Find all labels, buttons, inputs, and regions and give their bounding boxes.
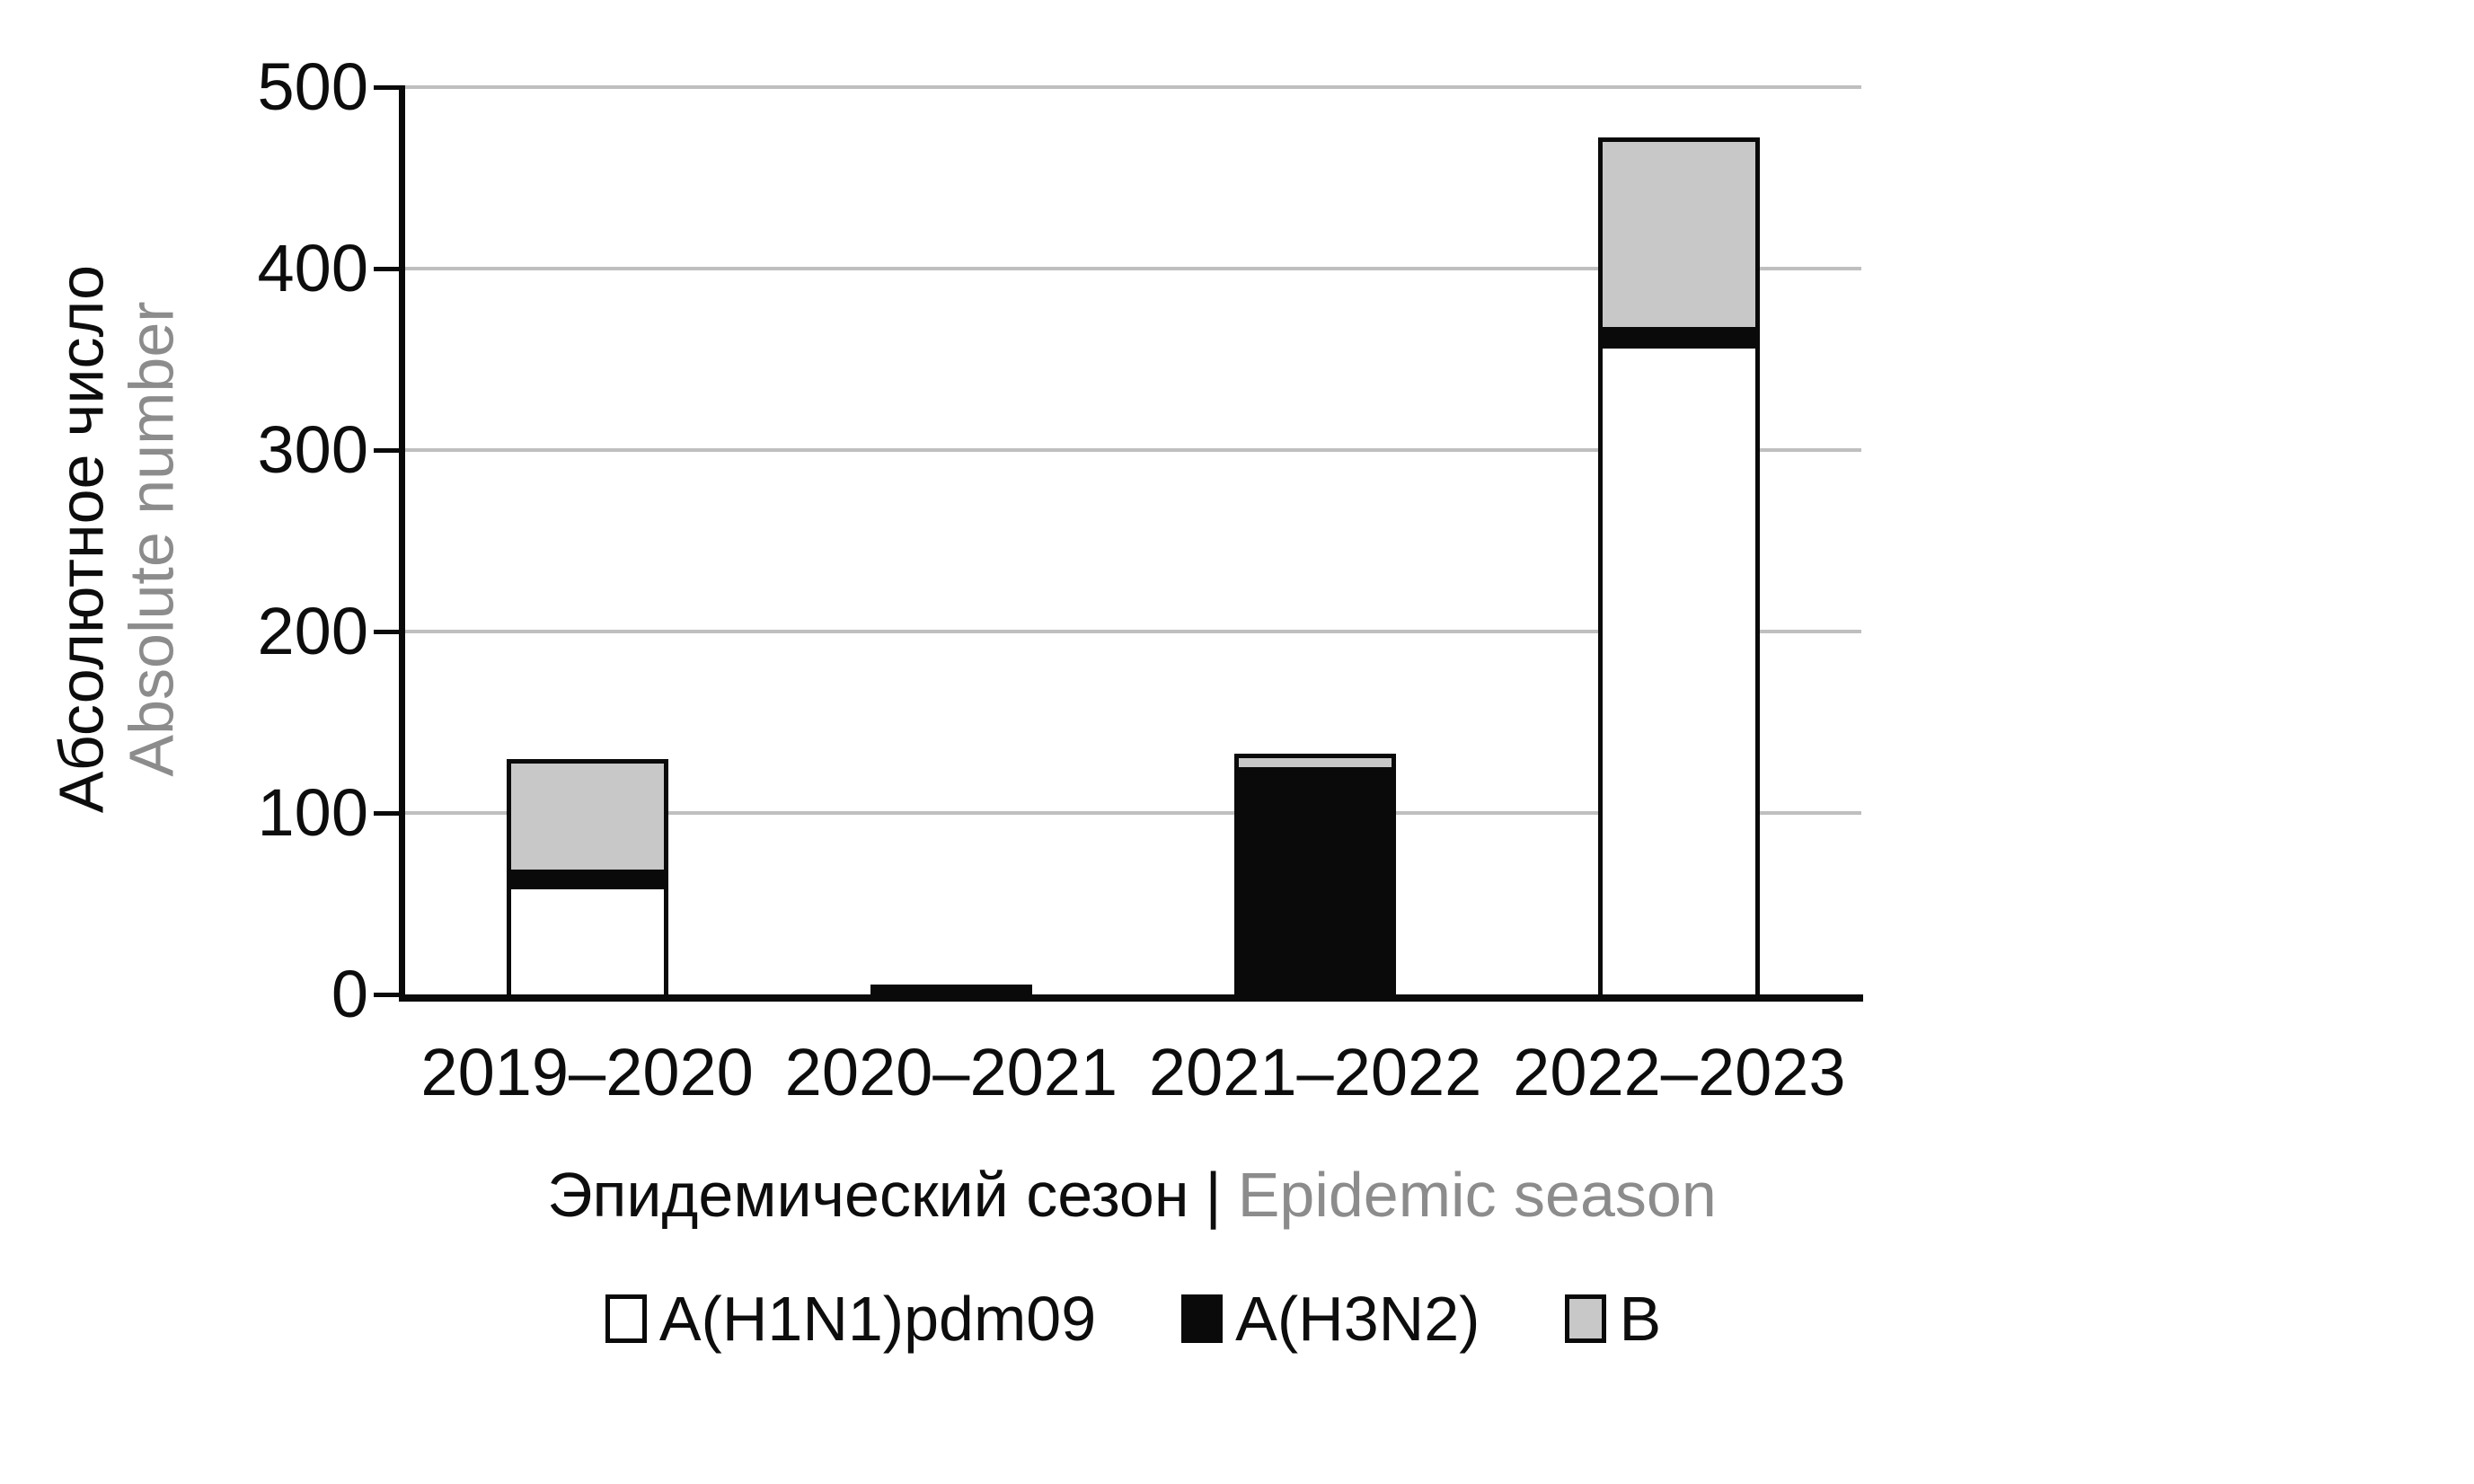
bar-segment-A(H3N2) bbox=[510, 869, 664, 889]
legend-label: B bbox=[1619, 1284, 1662, 1354]
x-category-label-2021–2022: 2021–2022 bbox=[1148, 1035, 1482, 1109]
legend-item-A(H1N1)pdm09: A(H1N1)pdm09 bbox=[605, 1283, 1096, 1355]
bar-segment-A(H3N2) bbox=[1239, 767, 1392, 994]
bar-2022–2023 bbox=[1598, 137, 1761, 999]
legend-swatch-A(H1N1)pdm09 bbox=[605, 1294, 647, 1343]
x-category-label-2019–2020: 2019–2020 bbox=[420, 1035, 754, 1109]
bar-segment-A(H1N1)pdm09 bbox=[510, 888, 664, 994]
bar-2020–2021 bbox=[870, 984, 1032, 999]
gridline-200 bbox=[405, 630, 1861, 633]
y-tick-mark-300 bbox=[374, 448, 404, 453]
gridline-500 bbox=[405, 85, 1861, 89]
x-axis-title-separator: | bbox=[1205, 1160, 1222, 1230]
bar-segment-B bbox=[510, 764, 664, 870]
gridline-400 bbox=[405, 267, 1861, 270]
x-category-label-2022–2023: 2022–2023 bbox=[1513, 1035, 1846, 1109]
x-axis-title: Эпидемический сезон | Epidemic season bbox=[547, 1159, 1717, 1231]
x-axis-title-ru: Эпидемический сезон bbox=[547, 1160, 1189, 1230]
y-tick-label-500: 500 bbox=[257, 49, 368, 124]
y-tick-label-400: 400 bbox=[257, 231, 368, 305]
bar-segment-A(H3N2) bbox=[874, 988, 1028, 994]
legend-swatch-A(H3N2) bbox=[1181, 1294, 1224, 1343]
bar-segment-B bbox=[1603, 141, 1756, 327]
y-tick-label-0: 0 bbox=[331, 957, 368, 1031]
y-tick-label-200: 200 bbox=[257, 594, 368, 668]
legend-label: A(H1N1)pdm09 bbox=[658, 1284, 1097, 1354]
bar-2021–2022 bbox=[1234, 754, 1397, 999]
bar-2019–2020 bbox=[506, 759, 668, 999]
bar-segment-B bbox=[1239, 758, 1392, 768]
legend-label: A(H3N2) bbox=[1235, 1284, 1480, 1354]
y-tick-mark-400 bbox=[374, 267, 404, 271]
y-axis-line bbox=[399, 85, 405, 1002]
y-axis-title-ru: Абсолютное число bbox=[46, 264, 117, 814]
legend-item-A(H3N2): A(H3N2) bbox=[1181, 1283, 1480, 1355]
x-category-label-2020–2021: 2020–2021 bbox=[784, 1035, 1118, 1109]
gridline-100 bbox=[405, 811, 1861, 815]
y-tick-label-100: 100 bbox=[257, 775, 368, 850]
y-axis-title-en: Absolute number bbox=[117, 301, 187, 777]
x-axis-line bbox=[399, 994, 1863, 1002]
y-tick-mark-500 bbox=[374, 85, 404, 90]
y-tick-label-300: 300 bbox=[257, 412, 368, 487]
y-axis-title: Абсолютное число Absolute number bbox=[47, 265, 188, 813]
y-tick-mark-200 bbox=[374, 630, 404, 634]
bar-segment-A(H3N2) bbox=[1603, 326, 1756, 349]
y-tick-mark-100 bbox=[374, 811, 404, 816]
gridline-300 bbox=[405, 448, 1861, 452]
legend-swatch-B bbox=[1565, 1294, 1607, 1343]
legend: A(H1N1)pdm09 A(H3N2) B bbox=[405, 1276, 1861, 1362]
legend-item-B: B bbox=[1565, 1283, 1661, 1355]
bar-segment-A(H1N1)pdm09 bbox=[1603, 348, 1756, 994]
y-tick-mark-0 bbox=[374, 993, 404, 997]
x-axis-title-en: Epidemic season bbox=[1237, 1160, 1717, 1230]
